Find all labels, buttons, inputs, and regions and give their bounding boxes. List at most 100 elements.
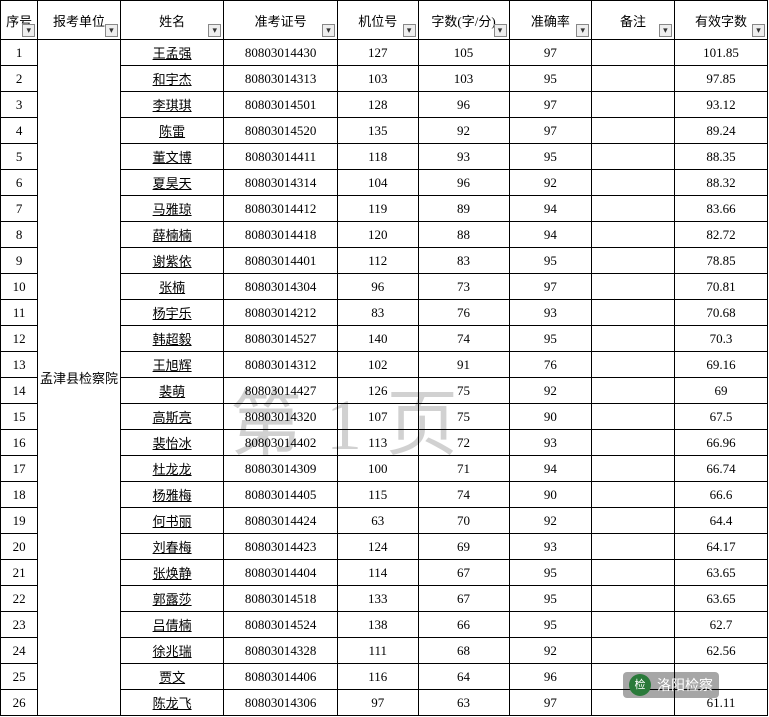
cell-effective: 66.96 [674, 430, 767, 456]
cell-cpm: 71 [418, 456, 509, 482]
cell-seq: 11 [1, 300, 38, 326]
cell-name: 徐兆瑞 [120, 638, 223, 664]
cell-machine: 112 [337, 248, 418, 274]
cell-name: 张楠 [120, 274, 223, 300]
cell-note [592, 482, 675, 508]
cell-effective: 82.72 [674, 222, 767, 248]
cell-cpm: 76 [418, 300, 509, 326]
cell-seq: 16 [1, 430, 38, 456]
cell-exam: 80803014423 [224, 534, 338, 560]
cell-name: 薛楠楠 [120, 222, 223, 248]
cell-effective: 101.85 [674, 40, 767, 66]
cell-note [592, 534, 675, 560]
cell-machine: 120 [337, 222, 418, 248]
cell-note [592, 508, 675, 534]
cell-cpm: 64 [418, 664, 509, 690]
cell-accuracy: 93 [509, 534, 592, 560]
filter-icon[interactable]: ▾ [659, 24, 672, 37]
cell-accuracy: 96 [509, 664, 592, 690]
cell-effective: 66.74 [674, 456, 767, 482]
cell-effective: 66.6 [674, 482, 767, 508]
filter-icon[interactable]: ▾ [494, 24, 507, 37]
cell-accuracy: 95 [509, 144, 592, 170]
cell-machine: 128 [337, 92, 418, 118]
cell-exam: 80803014501 [224, 92, 338, 118]
cell-seq: 25 [1, 664, 38, 690]
cell-effective: 93.12 [674, 92, 767, 118]
cell-exam: 80803014520 [224, 118, 338, 144]
header-machine: 机位号▾ [337, 1, 418, 40]
cell-machine: 126 [337, 378, 418, 404]
cell-name: 马雅琼 [120, 196, 223, 222]
cell-effective: 64.17 [674, 534, 767, 560]
filter-icon[interactable]: ▾ [105, 24, 118, 37]
cell-accuracy: 94 [509, 456, 592, 482]
cell-name: 王旭辉 [120, 352, 223, 378]
filter-icon[interactable]: ▾ [22, 24, 35, 37]
cell-exam: 80803014212 [224, 300, 338, 326]
cell-note [592, 222, 675, 248]
cell-seq: 6 [1, 170, 38, 196]
cell-seq: 17 [1, 456, 38, 482]
cell-machine: 83 [337, 300, 418, 326]
cell-cpm: 93 [418, 144, 509, 170]
cell-exam: 80803014404 [224, 560, 338, 586]
header-row: 序号▾ 报考单位▾ 姓名▾ 准考证号▾ 机位号▾ 字数(字/分)▾ 准确率▾ 备… [1, 1, 768, 40]
cell-machine: 103 [337, 66, 418, 92]
cell-machine: 102 [337, 352, 418, 378]
cell-effective: 69.16 [674, 352, 767, 378]
cell-exam: 80803014430 [224, 40, 338, 66]
cell-seq: 8 [1, 222, 38, 248]
cell-note [592, 170, 675, 196]
cell-accuracy: 97 [509, 40, 592, 66]
cell-exam: 80803014304 [224, 274, 338, 300]
cell-exam: 80803014406 [224, 664, 338, 690]
cell-machine: 107 [337, 404, 418, 430]
cell-exam: 80803014427 [224, 378, 338, 404]
cell-note [592, 92, 675, 118]
cell-seq: 23 [1, 612, 38, 638]
cell-exam: 80803014524 [224, 612, 338, 638]
cell-note [592, 378, 675, 404]
cell-effective: 70.81 [674, 274, 767, 300]
cell-seq: 20 [1, 534, 38, 560]
cell-machine: 115 [337, 482, 418, 508]
cell-cpm: 70 [418, 508, 509, 534]
cell-effective: 64.4 [674, 508, 767, 534]
cell-name: 高斯亮 [120, 404, 223, 430]
cell-machine: 113 [337, 430, 418, 456]
cell-machine: 63 [337, 508, 418, 534]
cell-cpm: 72 [418, 430, 509, 456]
cell-cpm: 92 [418, 118, 509, 144]
cell-accuracy: 92 [509, 638, 592, 664]
cell-note [592, 274, 675, 300]
cell-note [592, 560, 675, 586]
cell-cpm: 67 [418, 586, 509, 612]
cell-name: 李琪琪 [120, 92, 223, 118]
cell-exam: 80803014312 [224, 352, 338, 378]
cell-effective: 89.24 [674, 118, 767, 144]
cell-note [592, 404, 675, 430]
filter-icon[interactable]: ▾ [576, 24, 589, 37]
cell-note [592, 352, 675, 378]
cell-name: 裴怡冰 [120, 430, 223, 456]
header-effective: 有效字数▾ [674, 1, 767, 40]
filter-icon[interactable]: ▾ [403, 24, 416, 37]
cell-note [592, 586, 675, 612]
cell-name: 贾文 [120, 664, 223, 690]
cell-cpm: 75 [418, 404, 509, 430]
filter-icon[interactable]: ▾ [208, 24, 221, 37]
filter-icon[interactable]: ▾ [322, 24, 335, 37]
filter-icon[interactable]: ▾ [752, 24, 765, 37]
cell-accuracy: 95 [509, 612, 592, 638]
cell-name: 王孟强 [120, 40, 223, 66]
cell-name: 谢紫依 [120, 248, 223, 274]
cell-effective: 70.68 [674, 300, 767, 326]
cell-seq: 24 [1, 638, 38, 664]
results-table: 序号▾ 报考单位▾ 姓名▾ 准考证号▾ 机位号▾ 字数(字/分)▾ 准确率▾ 备… [0, 0, 768, 716]
cell-note [592, 638, 675, 664]
cell-note [592, 118, 675, 144]
source-badge: 检 洛阳检察 [623, 672, 719, 698]
cell-machine: 104 [337, 170, 418, 196]
cell-name: 吕倩楠 [120, 612, 223, 638]
